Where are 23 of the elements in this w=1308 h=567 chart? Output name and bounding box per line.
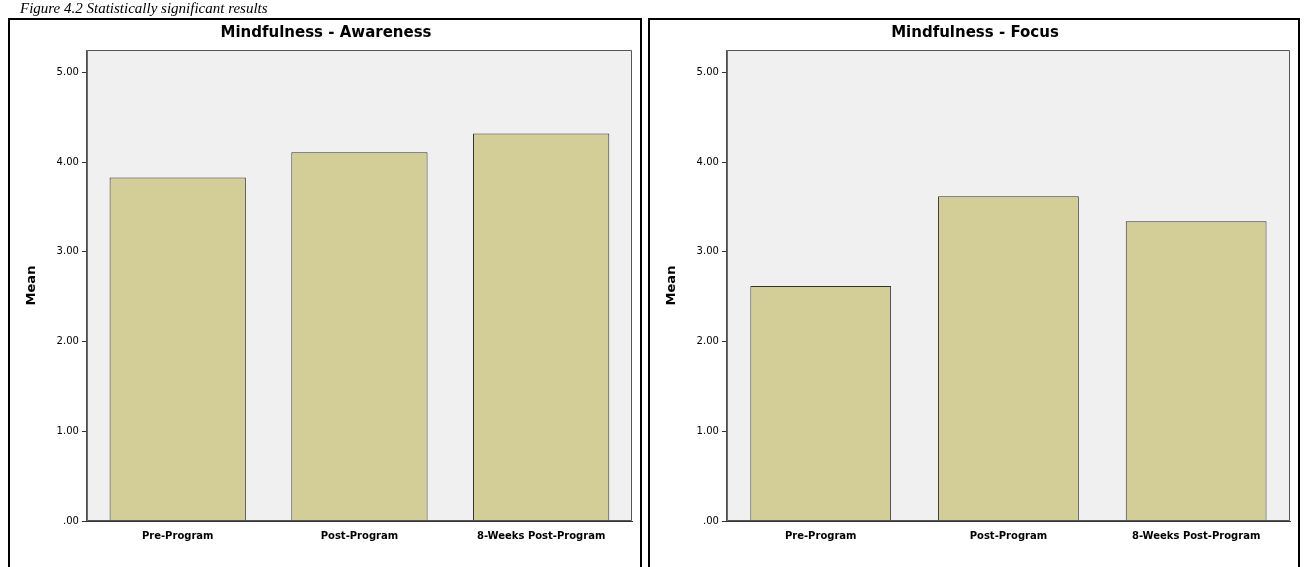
y-tick-label: 1.00 [696, 424, 719, 436]
y-axis-title: Mean [663, 265, 679, 306]
y-tick-label: .00 [62, 514, 79, 526]
y-tick-label: 2.00 [696, 335, 719, 347]
x-tick-label: 8-Weeks Post-Program [1131, 529, 1261, 541]
x-tick-label: Pre-Program [141, 529, 214, 541]
y-tick-label: 4.00 [56, 155, 79, 167]
y-tick-label: 4.00 [696, 155, 719, 167]
y-tick-label: 2.00 [56, 335, 79, 347]
y-tick-label: 1.00 [56, 424, 79, 436]
y-tick-label: 3.00 [696, 245, 719, 257]
chart-title: Mindfulness - Focus [891, 22, 1059, 41]
y-tick-label: .00 [702, 514, 719, 526]
y-axis-title: Mean [23, 265, 39, 306]
y-tick-label: 5.00 [56, 66, 79, 78]
x-tick-label: 8-Weeks Post-Program [476, 529, 606, 541]
x-tick-label: Post-Program [969, 529, 1048, 541]
x-tick-label: Post-Program [320, 529, 399, 541]
y-tick-label: 5.00 [696, 66, 719, 78]
x-tick-label: Pre-Program [784, 529, 857, 541]
chart-title: Mindfulness - Awareness [220, 22, 432, 41]
y-tick-label: 3.00 [56, 245, 79, 257]
caption: Figure 4.2 Statistically significant results [20, 0, 268, 16]
